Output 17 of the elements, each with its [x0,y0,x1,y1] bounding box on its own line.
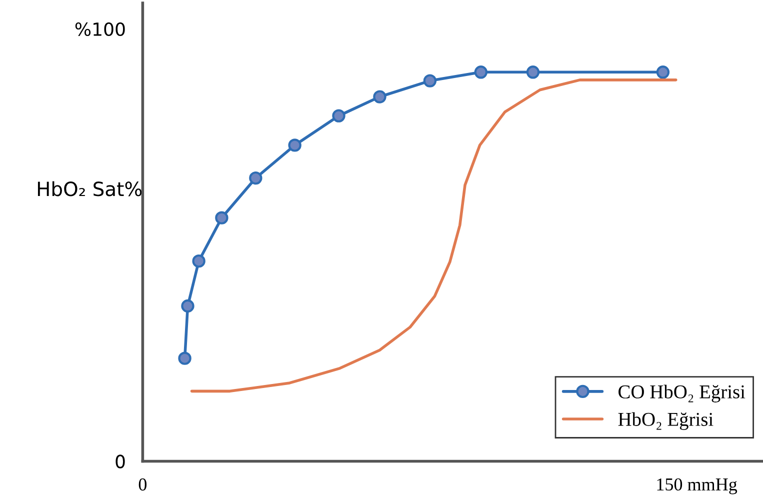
x-tick-label: 150 mmHg [657,478,738,494]
point [423,74,437,88]
legend-label: CO HbO₂ Eğrisi [618,384,746,402]
point [192,254,206,268]
legend-label: HbO₂ Eğrisi [618,412,714,430]
point [288,138,302,152]
point [249,171,262,185]
y-tick-label: %100 [75,22,125,36]
point [526,66,540,79]
point [373,90,386,104]
point [181,299,194,313]
point [178,352,192,365]
point [656,66,670,79]
point [215,211,228,224]
y-axis-title: HbO₂ Sat% [38,181,142,196]
point [332,109,346,122]
point [474,66,488,79]
